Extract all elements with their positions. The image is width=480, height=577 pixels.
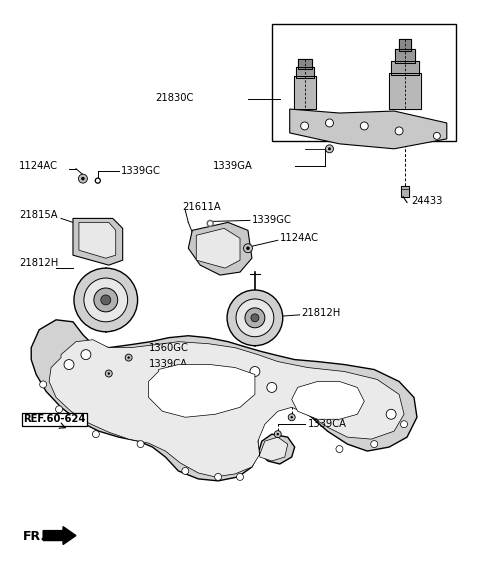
Text: 24433: 24433 [411,196,443,205]
Text: 21611A: 21611A [182,203,221,212]
Polygon shape [196,228,240,268]
Polygon shape [401,186,409,197]
Text: 1339CA: 1339CA [148,358,188,369]
Polygon shape [31,320,417,481]
Text: 21812H: 21812H [19,258,59,268]
Text: FR.: FR. [23,530,47,543]
Circle shape [227,290,283,346]
Text: 1339GC: 1339GC [120,166,161,175]
Text: 1124AC: 1124AC [19,161,58,171]
Bar [272,24,456,141]
Circle shape [360,122,368,130]
Circle shape [371,441,378,448]
Circle shape [245,308,265,328]
Text: 21830C: 21830C [156,93,194,103]
Circle shape [128,357,130,359]
Text: 1339GA: 1339GA [213,161,253,171]
Polygon shape [389,73,421,109]
Text: 1360GC: 1360GC [310,402,349,413]
Polygon shape [148,365,255,417]
Circle shape [243,243,252,253]
Circle shape [336,445,343,452]
Text: REF.60-624: REF.60-624 [23,414,86,424]
Circle shape [401,421,408,428]
Circle shape [237,473,243,481]
Circle shape [74,268,138,332]
Circle shape [81,177,84,181]
Circle shape [64,359,74,369]
Circle shape [101,295,111,305]
Text: 1339CA: 1339CA [308,419,347,429]
Text: 1339GC: 1339GC [252,215,292,226]
Circle shape [40,381,47,388]
Circle shape [300,122,309,130]
Circle shape [267,383,277,392]
Polygon shape [73,219,123,265]
Text: 1360GC: 1360GC [148,343,189,353]
Circle shape [215,473,222,481]
Polygon shape [391,61,419,75]
Circle shape [96,179,99,182]
Circle shape [274,430,281,437]
Text: 21812H: 21812H [301,308,341,318]
Circle shape [433,132,440,140]
Circle shape [78,174,87,183]
Circle shape [246,246,250,250]
Polygon shape [290,109,447,149]
Circle shape [81,350,91,359]
Circle shape [251,314,259,322]
Text: 21815A: 21815A [19,211,58,220]
Circle shape [325,119,334,127]
Circle shape [94,288,118,312]
Polygon shape [399,39,411,51]
Circle shape [276,433,279,435]
Circle shape [56,406,62,413]
Circle shape [310,389,320,399]
Circle shape [92,430,99,437]
Circle shape [207,220,213,226]
Polygon shape [292,381,364,419]
Circle shape [137,441,144,448]
Polygon shape [395,50,415,63]
Polygon shape [298,59,312,69]
Circle shape [84,278,128,322]
Polygon shape [49,340,404,477]
Polygon shape [294,76,315,109]
Circle shape [96,178,100,183]
Circle shape [395,127,403,135]
Polygon shape [296,68,313,78]
Circle shape [209,222,212,225]
Circle shape [250,366,260,376]
Circle shape [328,147,331,150]
Circle shape [325,145,334,153]
Circle shape [290,416,293,418]
Text: 1124AC: 1124AC [280,233,319,243]
Circle shape [125,354,132,361]
Circle shape [236,299,274,337]
Polygon shape [188,222,252,275]
Circle shape [288,414,295,421]
Polygon shape [43,527,76,545]
Circle shape [182,467,189,474]
Circle shape [108,372,110,374]
Polygon shape [79,222,116,258]
Circle shape [105,370,112,377]
Circle shape [386,409,396,419]
